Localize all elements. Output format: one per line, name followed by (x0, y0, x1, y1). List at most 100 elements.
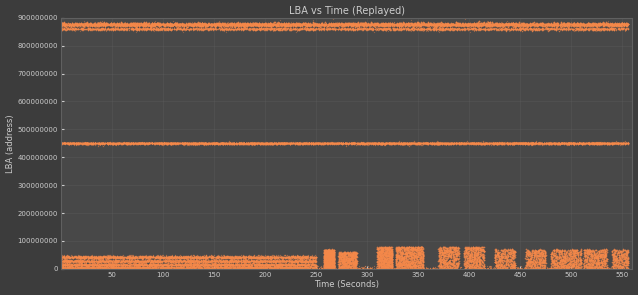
Point (529, 26, 539, 31)
Point (295, 262, 305, 267)
Point (179, 263, 189, 268)
Point (279, 21, 289, 26)
Point (329, 252, 339, 256)
Point (63, 262, 73, 267)
Point (373, 141, 383, 146)
Point (339, 252, 350, 256)
Point (320, 262, 330, 267)
Point (382, 262, 392, 266)
Point (278, 23, 288, 28)
Point (380, 22, 390, 27)
Point (96, 265, 107, 270)
Point (449, 245, 459, 250)
Point (403, 257, 413, 262)
Point (595, 26, 605, 31)
Point (339, 260, 349, 265)
Point (98, 266, 108, 271)
Point (325, 251, 335, 256)
Point (327, 22, 337, 26)
Point (552, 262, 562, 267)
Point (412, 141, 422, 146)
Point (90, 262, 100, 266)
Point (431, 141, 441, 145)
Point (577, 141, 588, 146)
Point (217, 141, 227, 145)
Point (377, 22, 387, 26)
Point (321, 261, 331, 266)
Point (372, 22, 382, 27)
Point (524, 252, 534, 257)
Point (605, 22, 616, 27)
Point (276, 265, 286, 270)
Point (184, 260, 194, 264)
Point (446, 141, 456, 146)
Point (121, 141, 131, 145)
Point (620, 252, 630, 257)
Point (189, 255, 200, 260)
Point (493, 141, 503, 146)
Point (346, 27, 356, 31)
Point (108, 264, 119, 269)
Point (593, 266, 603, 271)
Point (154, 22, 165, 26)
Point (601, 247, 611, 252)
Point (617, 262, 627, 266)
Point (570, 266, 581, 270)
Point (591, 264, 601, 268)
Point (281, 22, 291, 26)
Point (93, 24, 103, 28)
Point (106, 263, 116, 267)
Point (534, 27, 544, 32)
Point (391, 266, 401, 271)
Point (569, 253, 579, 258)
Point (406, 141, 416, 145)
Point (119, 259, 130, 264)
Point (524, 259, 534, 263)
Point (262, 262, 272, 267)
Point (502, 21, 512, 26)
Point (546, 142, 556, 146)
Point (317, 21, 327, 26)
Point (397, 257, 407, 262)
Point (435, 256, 445, 261)
Point (65, 260, 75, 264)
Point (267, 22, 278, 27)
Point (79, 259, 89, 263)
Point (350, 26, 360, 31)
Point (357, 26, 367, 31)
Point (341, 263, 351, 267)
Point (189, 263, 199, 267)
Point (461, 141, 471, 146)
Point (279, 264, 290, 269)
Point (153, 22, 163, 27)
Point (271, 23, 281, 28)
Point (137, 141, 147, 146)
Point (568, 141, 578, 146)
Point (234, 255, 244, 260)
Point (242, 24, 252, 28)
Point (610, 257, 620, 261)
Point (114, 258, 124, 262)
Point (266, 266, 276, 270)
Point (582, 251, 593, 255)
Point (158, 265, 168, 270)
Point (161, 263, 172, 267)
Point (394, 141, 404, 145)
Point (210, 141, 220, 145)
Point (193, 141, 203, 146)
Point (107, 263, 117, 267)
Point (554, 248, 565, 253)
Point (493, 141, 503, 146)
Point (87, 142, 97, 146)
Point (121, 141, 131, 146)
Point (74, 262, 84, 267)
Point (468, 262, 478, 267)
Point (450, 250, 460, 255)
Point (496, 26, 507, 31)
Point (328, 249, 338, 253)
Point (383, 260, 393, 264)
Point (584, 261, 595, 266)
Point (303, 253, 313, 258)
Point (516, 20, 526, 25)
Point (511, 27, 521, 31)
